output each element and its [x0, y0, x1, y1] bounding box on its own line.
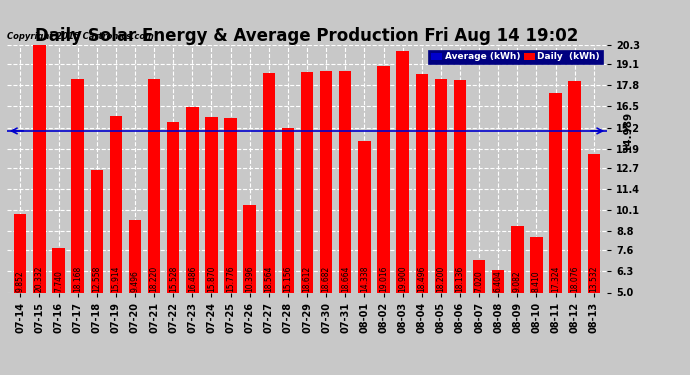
Text: 18.168: 18.168 — [73, 266, 82, 292]
Bar — [148, 79, 160, 292]
Text: 14.338: 14.338 — [360, 265, 369, 292]
Text: 9.852: 9.852 — [16, 270, 25, 292]
Text: 15.914: 15.914 — [111, 265, 120, 292]
Text: 12.558: 12.558 — [92, 266, 101, 292]
Bar — [167, 122, 179, 292]
Bar — [549, 93, 562, 292]
Bar — [397, 51, 409, 292]
Text: 18.076: 18.076 — [570, 265, 579, 292]
Text: 18.664: 18.664 — [341, 265, 350, 292]
Bar — [454, 80, 466, 292]
Text: 18.220: 18.220 — [150, 266, 159, 292]
Text: 19.900: 19.900 — [398, 265, 407, 292]
Text: 8.410: 8.410 — [532, 270, 541, 292]
Bar — [511, 226, 524, 292]
Bar — [186, 107, 199, 292]
Bar — [52, 248, 65, 292]
Text: 9.496: 9.496 — [130, 270, 139, 292]
Bar — [205, 117, 217, 292]
Text: 6.404: 6.404 — [494, 270, 503, 292]
Bar — [339, 72, 351, 292]
Text: 15.156: 15.156 — [284, 265, 293, 292]
Text: 15.870: 15.870 — [207, 265, 216, 292]
Bar — [569, 81, 581, 292]
Text: 7.020: 7.020 — [475, 270, 484, 292]
Text: Copyright 2015 Cartronics.com: Copyright 2015 Cartronics.com — [7, 32, 154, 41]
Bar — [282, 128, 294, 292]
Bar — [358, 141, 371, 292]
Text: 7.740: 7.740 — [54, 270, 63, 292]
Bar — [530, 237, 542, 292]
Bar — [301, 72, 313, 292]
Bar — [492, 270, 504, 292]
Text: 13.532: 13.532 — [589, 265, 598, 292]
Bar — [33, 45, 46, 292]
Bar — [435, 79, 447, 292]
Text: 14.989: 14.989 — [623, 111, 633, 151]
Text: 18.682: 18.682 — [322, 266, 331, 292]
Title: Daily Solar Energy & Average Production Fri Aug 14 19:02: Daily Solar Energy & Average Production … — [35, 27, 579, 45]
Text: 15.776: 15.776 — [226, 265, 235, 292]
Bar — [244, 205, 256, 292]
Text: 20.332: 20.332 — [35, 265, 44, 292]
Bar — [14, 214, 26, 292]
Text: 18.612: 18.612 — [302, 266, 312, 292]
Text: 16.486: 16.486 — [188, 265, 197, 292]
Legend: Average (kWh), Daily  (kWh): Average (kWh), Daily (kWh) — [428, 50, 602, 64]
Text: 18.564: 18.564 — [264, 265, 273, 292]
Bar — [72, 80, 84, 292]
Text: 17.324: 17.324 — [551, 265, 560, 292]
Bar — [473, 260, 485, 292]
Bar — [415, 74, 428, 292]
Text: 18.496: 18.496 — [417, 265, 426, 292]
Text: 15.528: 15.528 — [169, 266, 178, 292]
Text: 19.016: 19.016 — [379, 265, 388, 292]
Bar — [588, 154, 600, 292]
Bar — [129, 220, 141, 292]
Text: 18.200: 18.200 — [436, 266, 445, 292]
Bar — [320, 71, 333, 292]
Text: 10.396: 10.396 — [245, 265, 254, 292]
Bar — [224, 118, 237, 292]
Bar — [377, 66, 390, 292]
Bar — [110, 116, 122, 292]
Text: 18.136: 18.136 — [455, 266, 464, 292]
Bar — [263, 73, 275, 292]
Text: 9.082: 9.082 — [513, 270, 522, 292]
Bar — [90, 170, 103, 292]
